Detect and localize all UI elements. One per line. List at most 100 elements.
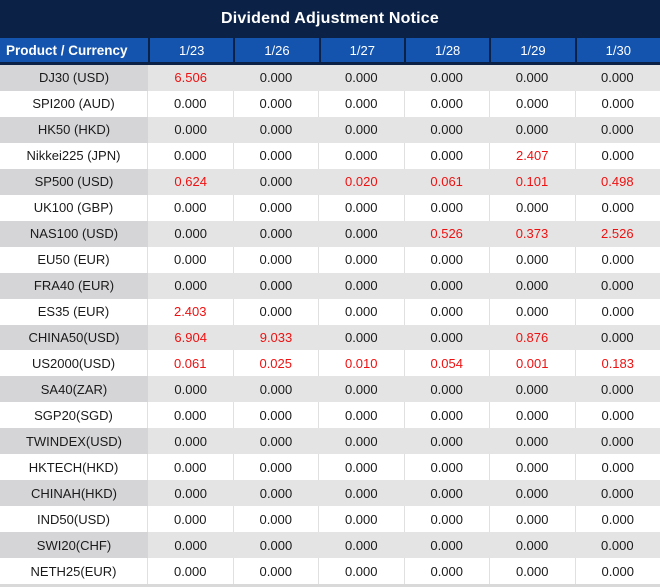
table-row: SWI20(CHF) 0.000 0.000 0.000 0.000 0.000 0.000 <box>0 532 660 559</box>
value-cell: 0.000 <box>233 298 319 325</box>
table-row: EU50 (EUR) 0.000 0.000 0.000 0.000 0.000 0.000 <box>0 246 660 273</box>
table-row: SGP20(SGD) 0.000 0.000 0.000 0.000 0.000 0.000 <box>0 402 660 429</box>
table-row: DJ30 (USD) 6.506 0.000 0.000 0.000 0.000 0.000 <box>0 65 660 91</box>
value-cell: 0.000 <box>489 272 575 299</box>
value-cell: 0.000 <box>233 220 319 247</box>
value-cell: 0.000 <box>319 194 405 221</box>
value-cell: 0.000 <box>233 142 319 169</box>
product-cell: EU50 (EUR) <box>0 246 148 273</box>
table-row: TWINDEX(USD) 0.000 0.000 0.000 0.000 0.000 0.0… <box>0 428 660 455</box>
product-cell: NAS100 (USD) <box>0 220 148 247</box>
value-cell: 0.000 <box>490 454 576 481</box>
value-cell: 0.000 <box>318 428 404 455</box>
value-cell: 0.000 <box>404 558 490 584</box>
value-cell: 0.000 <box>148 194 234 221</box>
table-row: SP500 (USD) 0.624 0.000 0.020 0.061 0.101 0.49… <box>0 168 660 195</box>
value-cell: 0.000 <box>403 272 490 299</box>
value-cell: 0.000 <box>575 298 660 325</box>
value-cell: 0.000 <box>319 558 405 584</box>
page-title: Dividend Adjustment Notice <box>0 0 660 38</box>
value-cell: 0.000 <box>233 402 319 429</box>
value-cell: 0.000 <box>403 324 490 351</box>
value-cell: 0.183 <box>575 350 660 377</box>
value-cell: 0.000 <box>490 402 576 429</box>
value-cell: 0.000 <box>319 506 405 533</box>
value-cell: 0.061 <box>148 350 234 377</box>
value-cell: 0.000 <box>148 246 234 273</box>
value-cell: 0.000 <box>575 506 660 533</box>
value-cell: 0.000 <box>148 220 234 247</box>
value-cell: 0.000 <box>490 90 576 117</box>
value-cell: 0.000 <box>403 376 490 403</box>
value-cell: 0.000 <box>233 194 319 221</box>
value-cell: 0.000 <box>233 168 319 195</box>
product-cell: CHINA50(USD) <box>0 324 148 351</box>
value-cell: 0.000 <box>148 376 234 403</box>
value-cell: 0.000 <box>233 532 319 559</box>
value-cell: 6.506 <box>148 65 234 91</box>
value-cell: 0.000 <box>575 142 660 169</box>
value-cell: 0.000 <box>148 454 234 481</box>
value-cell: 0.000 <box>148 402 234 429</box>
table-row: NETH25(EUR) 0.000 0.000 0.000 0.000 0.000 0.00… <box>0 558 660 584</box>
value-cell: 0.526 <box>403 220 490 247</box>
table-rows: DJ30 (USD) 6.506 0.000 0.000 0.000 0.000 0.000… <box>0 65 660 584</box>
value-cell: 0.000 <box>404 402 490 429</box>
value-cell: 0.020 <box>318 168 404 195</box>
table-row: UK100 (GBP) 0.000 0.000 0.000 0.000 0.000 0.00… <box>0 194 660 221</box>
value-cell: 2.526 <box>574 220 660 247</box>
value-cell: 0.000 <box>490 558 576 584</box>
value-cell: 0.000 <box>490 246 576 273</box>
value-cell: 0.000 <box>403 428 490 455</box>
value-cell: 0.498 <box>574 168 660 195</box>
product-cell: SWI20(CHF) <box>0 532 148 559</box>
column-header-date-6: 1/30 <box>576 38 660 62</box>
value-cell: 0.000 <box>233 480 319 507</box>
value-cell: 0.000 <box>318 65 404 91</box>
value-cell: 0.000 <box>403 532 490 559</box>
value-cell: 0.000 <box>489 532 575 559</box>
product-cell: SP500 (USD) <box>0 168 148 195</box>
value-cell: 0.054 <box>404 350 490 377</box>
value-cell: 0.000 <box>233 454 319 481</box>
value-cell: 0.000 <box>574 480 660 507</box>
value-cell: 0.000 <box>319 90 405 117</box>
table-row: CHINAH(HKD) 0.000 0.000 0.000 0.000 0.000 0.00… <box>0 480 660 507</box>
value-cell: 0.000 <box>404 90 490 117</box>
product-cell: CHINAH(HKD) <box>0 480 148 507</box>
value-cell: 0.000 <box>233 558 319 584</box>
value-cell: 0.061 <box>403 168 490 195</box>
value-cell: 0.000 <box>574 428 660 455</box>
column-header-date-5: 1/29 <box>491 38 575 62</box>
value-cell: 0.000 <box>574 116 660 143</box>
table-row: HK50 (HKD) 0.000 0.000 0.000 0.000 0.000 0.000 <box>0 116 660 143</box>
value-cell: 0.000 <box>489 428 575 455</box>
value-cell: 0.000 <box>148 428 234 455</box>
table-row: US2000(USD) 0.061 0.025 0.010 0.054 0.001 0.18… <box>0 350 660 377</box>
value-cell: 0.373 <box>489 220 575 247</box>
value-cell: 0.000 <box>574 532 660 559</box>
value-cell: 0.000 <box>489 376 575 403</box>
value-cell: 0.000 <box>318 480 404 507</box>
value-cell: 0.000 <box>148 506 234 533</box>
value-cell: 0.001 <box>490 350 576 377</box>
value-cell: 0.000 <box>318 116 404 143</box>
product-cell: NETH25(EUR) <box>0 558 148 584</box>
product-cell: IND50(USD) <box>0 506 148 533</box>
value-cell: 0.000 <box>489 65 575 91</box>
product-cell: FRA40 (EUR) <box>0 272 148 299</box>
value-cell: 0.000 <box>319 454 405 481</box>
table-row: ES35 (EUR) 2.403 0.000 0.000 0.000 0.000 0.000 <box>0 298 660 325</box>
value-cell: 0.000 <box>318 532 404 559</box>
value-cell: 0.000 <box>574 65 660 91</box>
column-header-product-currency: Product / Currency <box>0 38 148 62</box>
value-cell: 0.000 <box>575 558 660 584</box>
value-cell: 0.000 <box>489 116 575 143</box>
value-cell: 0.000 <box>575 90 660 117</box>
value-cell: 0.000 <box>318 324 404 351</box>
column-header-date-1: 1/23 <box>150 38 234 62</box>
value-cell: 0.000 <box>319 402 405 429</box>
table-row: SPI200 (AUD) 0.000 0.000 0.000 0.000 0.000 0.0… <box>0 90 660 117</box>
table-row: FRA40 (EUR) 0.000 0.000 0.000 0.000 0.000 0.00… <box>0 272 660 299</box>
value-cell: 0.000 <box>233 376 319 403</box>
